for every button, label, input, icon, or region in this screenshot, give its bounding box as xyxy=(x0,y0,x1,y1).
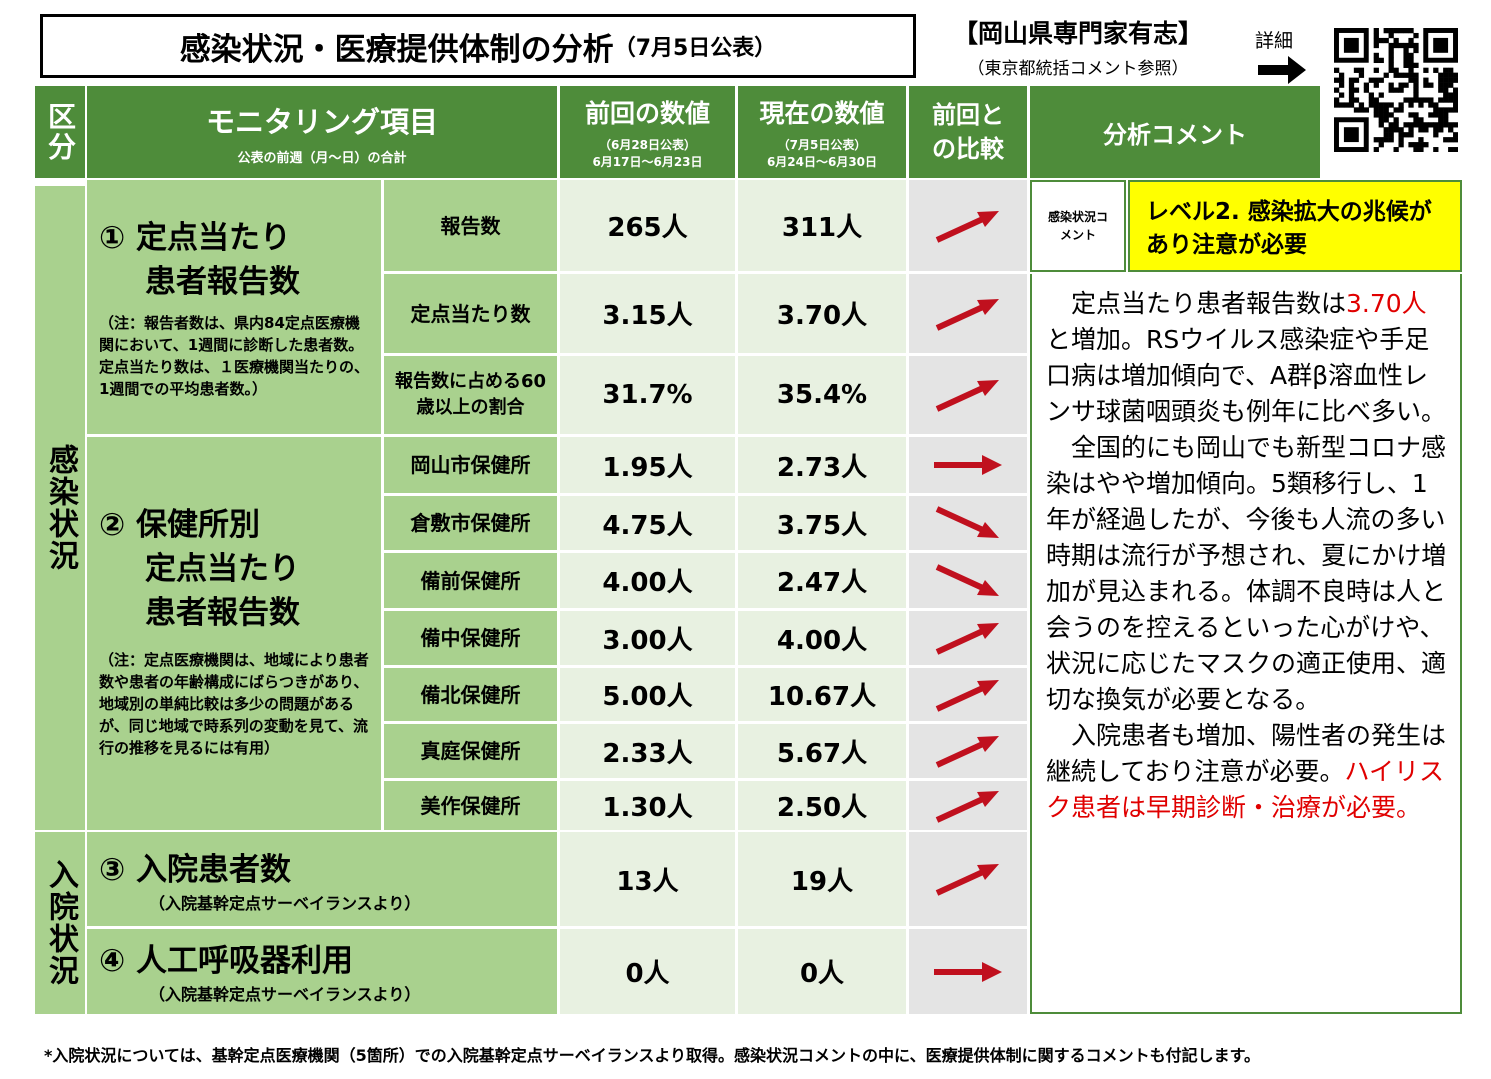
level-label: 感染状況コメント xyxy=(1030,180,1126,272)
category-hospital: 入院状況 xyxy=(35,832,85,1014)
trend-arrow-icon xyxy=(909,929,1027,1014)
trend-arrow-icon xyxy=(909,180,1027,271)
trend-arrow-icon xyxy=(909,832,1027,926)
prev-value: 3.00人 xyxy=(560,611,735,665)
current-value: 3.75人 xyxy=(738,496,906,550)
col-item: モニタリング項目 公表の前週（月～日）の合計 xyxy=(87,86,557,178)
trend-arrow-icon xyxy=(909,437,1027,493)
col-curr: 現在の数値 （7月5日公表） 6月24日～6月30日 xyxy=(738,86,906,178)
prev-value: 4.00人 xyxy=(560,553,735,608)
group-4: ④ 人工呼吸器利用 （入院基幹定点サーベイランスより） xyxy=(87,929,557,1014)
prev-value: 1.30人 xyxy=(560,781,735,830)
row-label: 備前保健所 xyxy=(384,553,557,608)
col-prev: 前回の数値 （6月28日公表） 6月17日～6月23日 xyxy=(560,86,735,178)
current-value: 0人 xyxy=(738,929,906,1014)
group-2: ② 保健所別 定点当たり 患者報告数 （注：定点医療機関は、地域により患者数や患… xyxy=(87,437,381,830)
current-value: 3.70人 xyxy=(738,274,906,353)
right-arrow-icon xyxy=(1258,56,1308,88)
footer-note: *入院状況については、基幹定点医療機関（5箇所）での入院基幹定点サーベイランスよ… xyxy=(44,1046,1260,1065)
row-label: 定点当たり数 xyxy=(384,274,557,353)
row-label: 倉敷市保健所 xyxy=(384,496,557,550)
trend-arrow-icon xyxy=(909,496,1027,550)
prev-value: 265人 xyxy=(560,180,735,271)
trend-arrow-icon xyxy=(909,553,1027,608)
org-name: 【岡山県専門家有志】 xyxy=(952,19,1203,48)
detail-label: 詳細 xyxy=(1254,30,1293,52)
level-text: レベル2. 感染拡大の兆候があり注意が必要 xyxy=(1128,180,1462,272)
group-3: ③ 入院患者数 （入院基幹定点サーベイランスより） xyxy=(87,832,557,926)
current-value: 2.73人 xyxy=(738,437,906,493)
current-value: 2.50人 xyxy=(738,781,906,830)
page-title: 感染状況・医療提供体制の分析 （7月5日公表） xyxy=(40,14,916,78)
comment-paragraph-3: 入院患者も増加、陽性者の発生は継続しており注意が必要。ハイリスク患者は早期診断・… xyxy=(1046,721,1447,822)
trend-arrow-icon xyxy=(909,781,1027,830)
trend-arrow-icon xyxy=(909,724,1027,778)
prev-value: 0人 xyxy=(560,929,735,1014)
group-1: ① 定点当たり 患者報告数 （注：報告者数は、県内84定点医療機関において、1週… xyxy=(87,180,381,434)
prev-value: 31.7% xyxy=(560,356,735,434)
prev-value: 3.15人 xyxy=(560,274,735,353)
row-label: 報告数 xyxy=(384,180,557,271)
prev-value: 13人 xyxy=(560,832,735,926)
prev-value: 2.33人 xyxy=(560,724,735,778)
current-value: 4.00人 xyxy=(738,611,906,665)
org-sub: （東京都統括コメント参照） xyxy=(967,59,1189,79)
analysis-comment: 定点当たり患者報告数は3.70人と増加。RSウイルス感染症や手足口病は増加傾向で… xyxy=(1030,274,1462,1014)
trend-arrow-icon xyxy=(909,611,1027,665)
trend-arrow-icon xyxy=(909,274,1027,353)
current-value: 311人 xyxy=(738,180,906,271)
row-label: 備北保健所 xyxy=(384,668,557,721)
row-label: 報告数に占める60歳以上の割合 xyxy=(384,356,557,434)
trend-arrow-icon xyxy=(909,356,1027,434)
row-label: 真庭保健所 xyxy=(384,724,557,778)
col-compare: 前回との比較 xyxy=(909,86,1027,178)
row-label: 岡山市保健所 xyxy=(384,437,557,493)
current-value: 5.67人 xyxy=(738,724,906,778)
comment-paragraph-2: 全国的にも岡山でも新型コロナ感染はやや増加傾向。5類移行し、1年が経過したが、今… xyxy=(1046,433,1447,714)
prev-value: 4.75人 xyxy=(560,496,735,550)
col-category: 区分 xyxy=(35,86,85,178)
current-value: 19人 xyxy=(738,832,906,926)
row-label: 美作保健所 xyxy=(384,781,557,830)
current-value: 10.67人 xyxy=(738,668,906,721)
current-value: 2.47人 xyxy=(738,553,906,608)
category-infection: 感染状況 xyxy=(35,180,85,830)
prev-value: 5.00人 xyxy=(560,668,735,721)
col-comment: 分析コメント xyxy=(1030,86,1320,178)
qr-code-icon[interactable] xyxy=(1334,28,1459,153)
prev-value: 1.95人 xyxy=(560,437,735,493)
comment-paragraph-1: 定点当たり患者報告数は3.70人と増加。RSウイルス感染症や手足口病は増加傾向で… xyxy=(1046,289,1447,426)
trend-arrow-icon xyxy=(909,668,1027,721)
current-value: 35.4% xyxy=(738,356,906,434)
row-label: 備中保健所 xyxy=(384,611,557,665)
